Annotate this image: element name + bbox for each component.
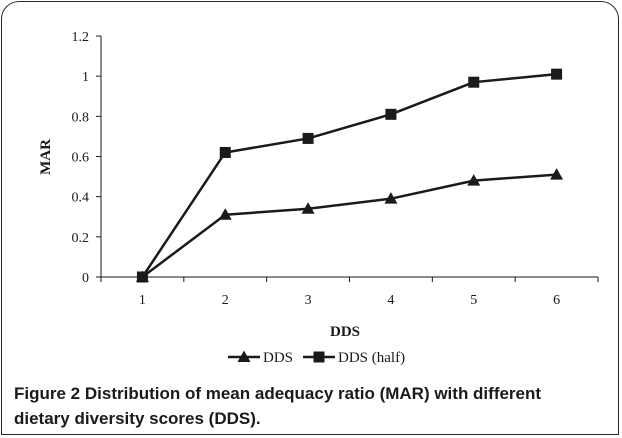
series-line-2	[141, 72, 557, 278]
series-2-point	[551, 68, 563, 80]
legend: DDS DDS (half)	[228, 350, 405, 366]
x-tick-label: 2	[222, 293, 229, 308]
series-1-point	[550, 168, 564, 180]
figure-caption: Figure 2 Distribution of mean adequacy r…	[14, 381, 574, 431]
series-group	[135, 68, 564, 283]
caption-text: Distribution of mean adequacy ratio (MAR…	[14, 384, 542, 428]
series-2-point	[385, 108, 397, 120]
series-1-point	[384, 192, 398, 204]
y-tick-label: 0.8	[72, 110, 90, 125]
series-2-point	[219, 146, 231, 158]
series-2-point	[136, 271, 148, 283]
legend-label: DDS	[263, 350, 293, 366]
y-tick-label: 0.4	[72, 191, 90, 206]
legend-label: DDS (half)	[338, 350, 405, 366]
caption-label: Figure 2	[14, 384, 81, 403]
series-2-point	[468, 76, 480, 88]
x-tick-label: 4	[387, 293, 394, 308]
x-tick-label: 3	[305, 293, 312, 308]
x-ticks: 1 2 3 4 5 6	[100, 277, 599, 308]
x-tick-label: 6	[553, 293, 560, 308]
y-tick-label: 0.6	[72, 151, 90, 166]
x-tick-label: 1	[139, 293, 146, 308]
y-tick-label: 0.2	[72, 231, 90, 246]
x-axis-title: DDS	[330, 324, 360, 340]
series-1-point	[301, 202, 315, 214]
series-line-1	[141, 173, 557, 278]
y-ticks: 0 0.2 0.4 0.6 0.8 1 1.2	[72, 30, 101, 286]
y-axis-title: MAR	[38, 139, 54, 175]
y-tick-label: 1	[82, 70, 89, 85]
series-1-point	[467, 174, 481, 186]
y-tick-label: 0	[82, 271, 89, 286]
series-2-point	[302, 132, 314, 144]
y-tick-label: 1.2	[72, 30, 90, 45]
x-tick-label: 5	[470, 293, 477, 308]
legend-marker	[237, 350, 251, 362]
legend-marker	[313, 351, 325, 363]
series-1-point	[218, 208, 232, 220]
